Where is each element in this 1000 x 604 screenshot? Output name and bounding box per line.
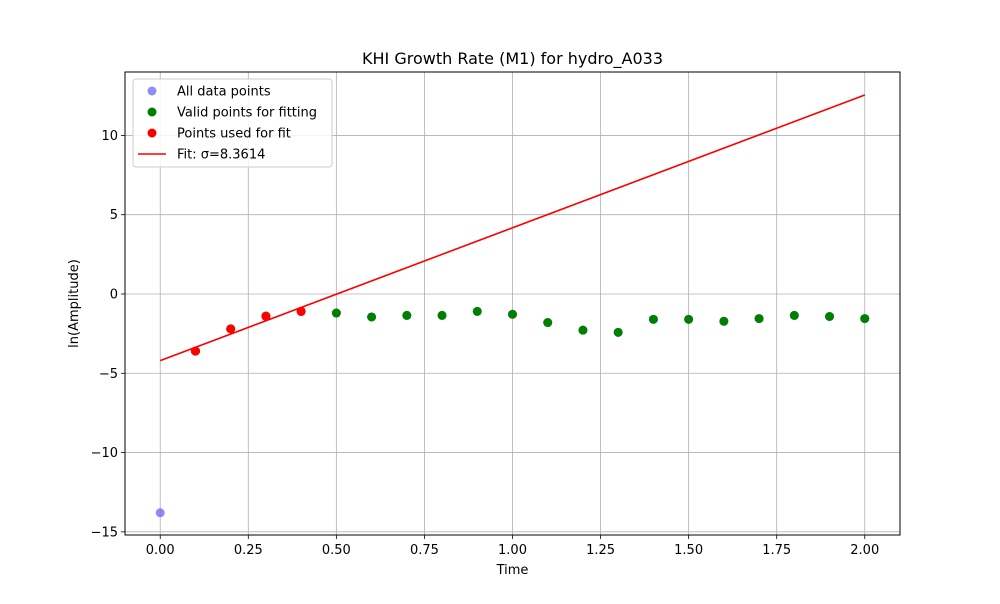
data-point <box>613 327 623 337</box>
data-point <box>367 312 377 322</box>
y-tick-label: 5 <box>110 208 118 223</box>
data-point <box>754 314 764 324</box>
x-tick-label: 0.75 <box>410 543 439 558</box>
x-tick-label: 0.25 <box>234 543 263 558</box>
x-tick-label: 0.00 <box>146 543 175 558</box>
fit-line <box>159 94 866 362</box>
legend-label: All data points <box>177 85 271 100</box>
data-point <box>472 306 482 316</box>
x-axis-label: Time <box>496 563 529 578</box>
x-tick-label: 1.50 <box>674 543 703 558</box>
data-point <box>331 308 341 318</box>
legend-swatch <box>147 128 157 138</box>
legend-swatch <box>147 86 157 96</box>
data-point <box>155 508 165 518</box>
series-2 <box>190 306 306 356</box>
marks-layer <box>155 94 870 518</box>
grid-layer <box>125 72 900 535</box>
data-point <box>437 310 447 320</box>
legend-label: Points used for fit <box>177 127 291 142</box>
y-tick-label: 0 <box>110 287 118 302</box>
y-axis-label: ln(Amplitude) <box>67 259 82 348</box>
x-tick-label: 2.00 <box>850 543 879 558</box>
data-point <box>578 325 588 335</box>
data-point <box>684 314 694 324</box>
legend-box <box>132 78 333 168</box>
legend-label: Fit: σ=8.3614 <box>177 148 265 163</box>
y-tick-label: 10 <box>101 129 118 144</box>
data-point <box>648 314 658 324</box>
data-point <box>543 318 553 328</box>
data-point <box>402 310 412 320</box>
data-point <box>860 314 870 324</box>
x-tick-label: 0.50 <box>322 543 351 558</box>
legend-swatch <box>147 107 157 117</box>
y-tick-label: −5 <box>99 367 118 382</box>
y-tick-label: −10 <box>91 446 118 461</box>
data-point <box>719 316 729 326</box>
data-point <box>825 312 835 322</box>
legend-label: Valid points for fitting <box>177 106 317 121</box>
x-tick-label: 1.25 <box>586 543 615 558</box>
data-point <box>296 306 306 316</box>
data-point <box>789 310 799 320</box>
y-tick-label: −15 <box>91 525 118 540</box>
chart-title: KHI Growth Rate (M1) for hydro_A033 <box>362 49 663 69</box>
legend: All data points Valid points for fitting P… <box>132 78 333 168</box>
data-point <box>226 324 236 334</box>
x-tick-label: 1.75 <box>762 543 791 558</box>
data-point <box>261 311 271 321</box>
ticks-layer: 0.00 0.25 0.50 0.75 1.00 1.25 1.50 1.75 2.00 −15 −… <box>91 129 880 558</box>
x-tick-label: 1.00 <box>498 543 527 558</box>
series-3 <box>159 94 866 362</box>
data-point <box>508 309 517 319</box>
